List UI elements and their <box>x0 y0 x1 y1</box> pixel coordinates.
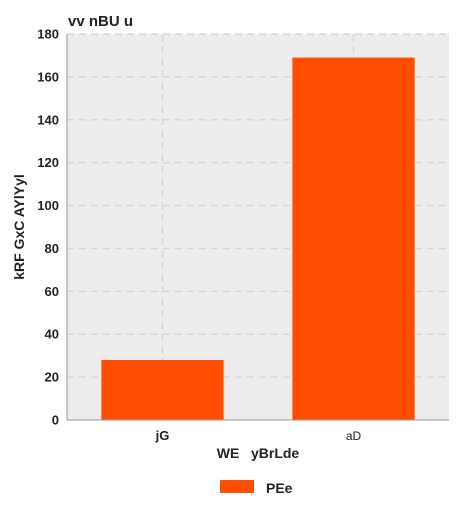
y-tick-label: 120 <box>37 155 59 170</box>
legend-label: PEe <box>266 480 293 496</box>
legend: PEe <box>220 480 293 496</box>
bar-jG <box>101 359 224 420</box>
y-tick-label: 0 <box>52 413 59 428</box>
chart-title: vv nBU u <box>68 13 133 30</box>
y-tick-label: 80 <box>45 241 59 256</box>
x-tick-label: jG <box>155 428 170 443</box>
y-tick-label: 180 <box>37 27 59 42</box>
x-tick-labels: jG aD <box>155 428 362 443</box>
bar-aD <box>292 57 415 420</box>
x-axis-label: WE yBrLde <box>217 445 300 461</box>
x-tick-label: aD <box>346 429 362 443</box>
y-tick-label: 20 <box>45 370 59 385</box>
y-tick-labels: 0 20 40 60 80 100 120 140 160 180 <box>37 27 59 428</box>
y-tick-label: 100 <box>37 198 59 213</box>
y-tick-label: 140 <box>37 112 59 127</box>
legend-swatch <box>220 480 254 493</box>
bars <box>101 57 415 420</box>
y-tick-label: 40 <box>45 327 59 342</box>
y-tick-label: 160 <box>37 69 59 84</box>
y-axis-label: kRF GxC AYlYyl <box>11 174 27 280</box>
y-tick-label: 60 <box>45 284 59 299</box>
